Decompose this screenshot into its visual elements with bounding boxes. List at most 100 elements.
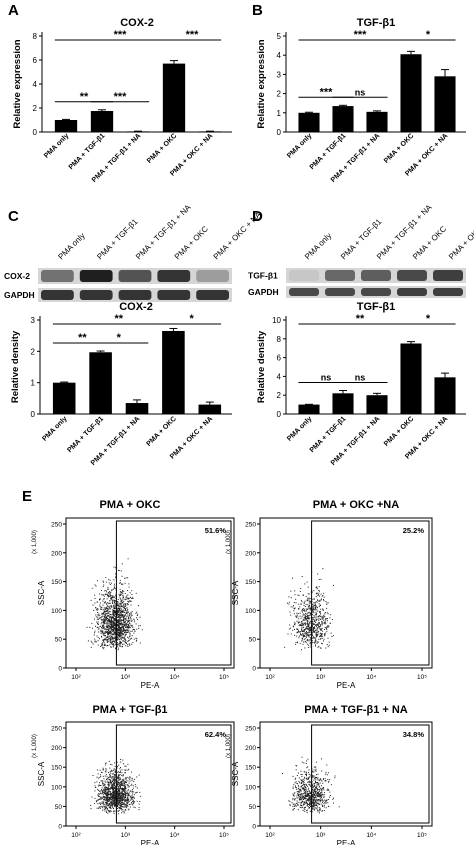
y-tick-label: 2 xyxy=(33,104,38,113)
bar xyxy=(198,404,222,414)
y-tick-label: 5 xyxy=(277,32,282,41)
bar xyxy=(366,395,388,414)
flow-x-tick-label: 10² xyxy=(71,674,81,681)
y-tick-label: 4 xyxy=(33,80,38,89)
blot-band xyxy=(433,288,463,296)
flow-y-tick-label: 50 xyxy=(55,637,63,644)
chart-title: COX-2 xyxy=(120,17,154,29)
blot-band xyxy=(289,288,319,296)
y-tick-label: 8 xyxy=(33,32,38,41)
flow-y-unit: (x 1,000) xyxy=(226,734,232,758)
flow-y-tick-label: 150 xyxy=(245,765,256,772)
blot-band xyxy=(157,290,191,300)
y-tick-label: 1 xyxy=(31,379,36,388)
flow-x-tick-label: 10³ xyxy=(316,674,326,681)
flow-plot-title: PMA + TGF-β1 + NA xyxy=(304,704,408,716)
blot-band xyxy=(325,270,355,281)
flow-x-tick-label: 10⁴ xyxy=(366,832,376,839)
blot-band xyxy=(361,288,391,296)
y-tick-label: 8 xyxy=(277,335,282,344)
flow-x-tick-label: 10² xyxy=(71,832,81,839)
bar xyxy=(298,112,320,132)
lane-label: PMA + OKC + NA xyxy=(447,210,474,262)
y-tick-label: 6 xyxy=(33,56,38,65)
bar xyxy=(162,63,186,132)
blot-band xyxy=(325,288,355,296)
flow-plot-title: PMA + OKC +NA xyxy=(313,499,399,511)
lane-label: PMA only xyxy=(56,231,86,261)
flow-y-tick-label: 0 xyxy=(252,824,256,831)
blot-band xyxy=(79,290,113,300)
lane-label: PMA + OKC xyxy=(411,224,448,261)
bar xyxy=(198,131,222,132)
flow-plot-frame xyxy=(259,517,433,669)
y-tick-label: 4 xyxy=(277,372,282,381)
bar xyxy=(162,330,185,414)
category-label: PMA only xyxy=(43,132,70,159)
lane-label: PMA + OKC + NA xyxy=(212,210,264,262)
flow-plot-4: PMA + TGF-β1 + NA 0 50 100 150 200 250 SSC-A (x … xyxy=(226,704,433,845)
flow-y-tick-label: 250 xyxy=(245,522,256,529)
flow-plot-frame xyxy=(259,721,433,827)
category-label: PMA only xyxy=(286,132,313,159)
significance-label: * xyxy=(426,29,431,41)
flow-y-tick-label: 100 xyxy=(51,608,62,615)
flow-gate-percent: 62.4% xyxy=(205,730,227,739)
flow-plot-frame xyxy=(65,721,235,827)
bar xyxy=(52,382,76,414)
blot-band xyxy=(361,270,391,281)
significance-label: ns xyxy=(355,87,366,97)
y-axis-label: Relative expression xyxy=(12,39,23,128)
bar xyxy=(90,111,114,132)
flow-gate-percent: 51.6% xyxy=(205,526,227,535)
category-label: PMA + TGF-β1 xyxy=(309,415,348,454)
blot-band xyxy=(41,290,74,300)
category-label: PMA + TGF-β1 xyxy=(68,132,107,171)
flow-y-tick-label: 200 xyxy=(51,550,62,557)
category-label: PMA only xyxy=(286,415,313,442)
flow-y-label: SSC-A xyxy=(37,761,46,786)
flow-x-tick-label: 10³ xyxy=(316,832,326,839)
bar xyxy=(434,76,456,132)
flow-y-unit: (x 1,000) xyxy=(32,530,38,554)
flow-x-label: PE-A xyxy=(141,681,160,690)
flow-gate xyxy=(311,520,430,666)
flow-x-tick-label: 10⁵ xyxy=(219,832,229,839)
y-tick-label: 2 xyxy=(277,391,282,400)
y-tick-label: 2 xyxy=(31,347,36,356)
flow-y-tick-label: 200 xyxy=(245,745,256,752)
flow-y-tick-label: 50 xyxy=(249,804,257,811)
category-label: PMA + TGF-β1 xyxy=(309,132,348,171)
category-label: PMA + OKC xyxy=(383,132,415,164)
flow-y-tick-label: 50 xyxy=(249,637,257,644)
bar xyxy=(126,131,150,132)
flow-y-tick-label: 150 xyxy=(51,765,62,772)
flow-y-unit: (x 1,000) xyxy=(226,530,232,554)
significance-label: ns xyxy=(321,373,332,383)
blot-row-label: GAPDH xyxy=(248,287,279,297)
panel-letter-e: E xyxy=(22,488,33,505)
y-tick-label: 0 xyxy=(277,128,282,137)
y-tick-label: 6 xyxy=(277,354,282,363)
panel-letter-c: C xyxy=(8,208,19,225)
y-tick-label: 10 xyxy=(272,316,281,325)
y-tick-label: 0 xyxy=(31,410,36,419)
significance-label: ns xyxy=(355,373,366,383)
flow-x-tick-label: 10⁵ xyxy=(417,832,427,839)
y-tick-label: 3 xyxy=(277,70,282,79)
flow-y-tick-label: 100 xyxy=(245,784,256,791)
flow-gate-percent: 25.2% xyxy=(403,526,425,535)
y-tick-label: 3 xyxy=(31,316,36,325)
category-label: PMA + OKC xyxy=(145,415,177,447)
flow-dots xyxy=(90,759,142,815)
y-tick-label: 1 xyxy=(277,109,282,118)
bar xyxy=(54,120,78,132)
blot-row-label: TGF-β1 xyxy=(248,271,278,281)
bar xyxy=(400,54,422,132)
flow-x-tick-label: 10⁴ xyxy=(170,674,180,681)
flow-y-tick-label: 0 xyxy=(58,824,62,831)
